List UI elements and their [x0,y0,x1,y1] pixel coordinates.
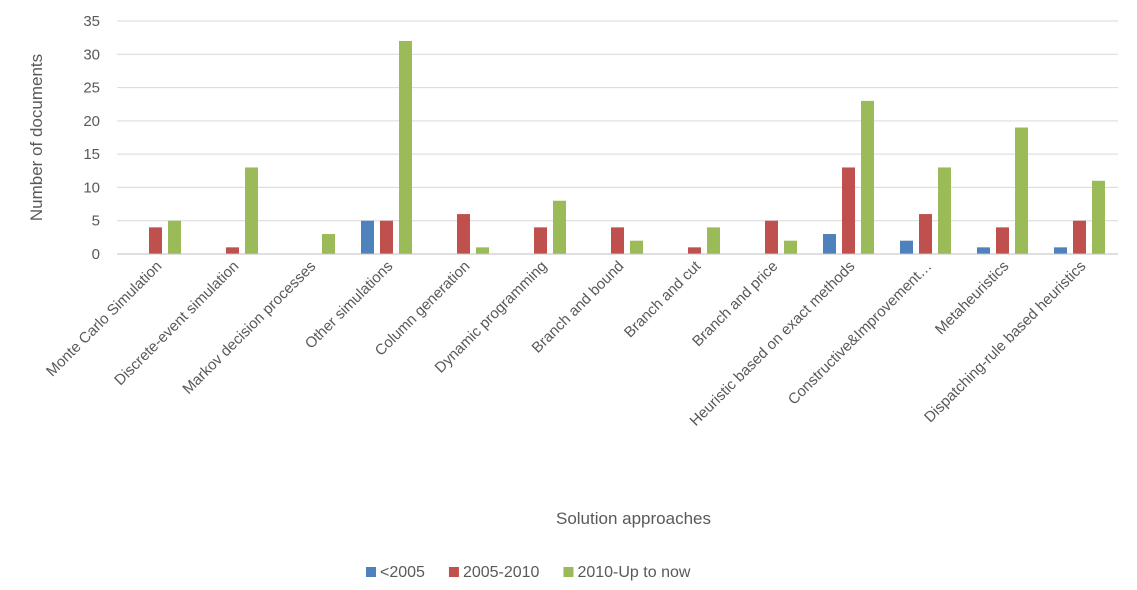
legend-label: 2005-2010 [463,564,540,581]
bar [996,227,1009,254]
y-axis-ticks: 0 5 10 15 20 25 30 35 [83,13,100,263]
x-tick-label: Metaheuristics [932,258,1012,338]
bar [1073,220,1086,254]
bar [476,247,489,254]
bar [1015,127,1028,254]
bar [630,240,643,254]
x-tick-label: Heuristic based on exact methods [687,258,859,430]
bar [842,167,855,254]
bar [900,240,913,254]
legend-label: 2010-Up to now [577,564,690,581]
x-axis-title: Solution approaches [556,509,711,528]
gridlines [117,20,1118,222]
y-tick-label: 5 [92,213,100,230]
legend-label: <2005 [380,564,425,581]
bar [1054,247,1067,254]
bar [553,200,566,254]
x-tick-label: Markov decision processes [179,258,319,398]
y-tick-label: 25 [83,80,100,97]
bar [688,247,701,254]
bar [861,100,874,254]
x-tick-label: Constructive&Improvement… [785,258,936,409]
legend-swatch [448,567,459,577]
bar [457,214,470,254]
y-tick-label: 15 [83,146,100,163]
x-tick-label: Branch and cut [621,257,705,341]
y-tick-label: 10 [83,179,100,196]
y-tick-label: 35 [83,13,100,30]
legend-swatch [563,567,574,577]
legend: <2005 2005-2010 2010-Up to now [366,564,691,581]
bar [245,167,258,254]
bars [149,40,1105,254]
bar [380,220,393,254]
bar [707,227,720,254]
legend-swatch [366,567,376,577]
bar [611,227,624,254]
bar [399,40,412,254]
y-tick-label: 0 [92,246,100,263]
bar [1092,180,1105,254]
bar [765,220,778,254]
bar [823,234,836,254]
y-tick-label: 20 [83,113,100,130]
x-tick-label: Discrete-event simulation [111,258,242,389]
y-axis-title: Number of documents [27,54,46,221]
bar [938,167,951,254]
bar [322,234,335,254]
bar [534,227,547,254]
bar [149,227,162,254]
x-tick-label: Dispatching-rule based heuristics [921,258,1089,426]
bar [361,220,374,254]
bar [168,220,181,254]
bar [977,247,990,254]
bar [919,214,932,254]
bar [226,247,239,254]
y-tick-label: 30 [83,46,100,63]
bar [784,240,797,254]
